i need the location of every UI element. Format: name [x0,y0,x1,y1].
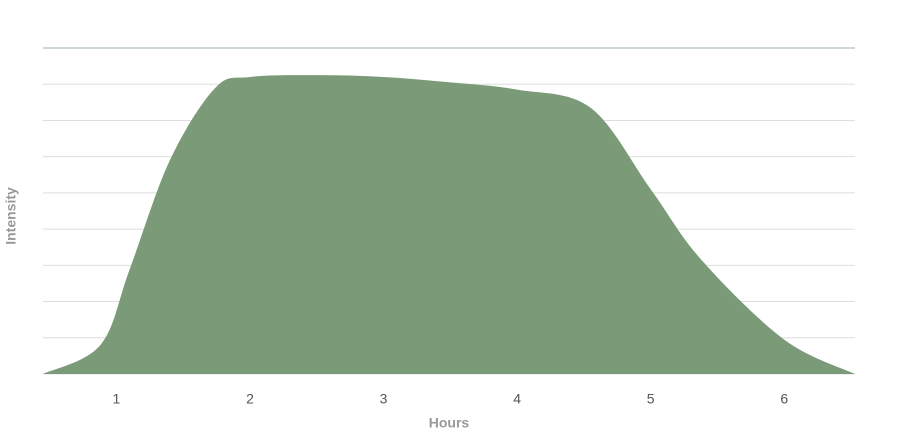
x-tick-label: 6 [780,391,788,407]
x-tick-label: 1 [113,391,121,407]
x-tick-label: 4 [513,391,521,407]
y-axis-title: Intensity [3,187,19,245]
x-tick-label: 2 [246,391,254,407]
x-axis-title: Hours [429,415,470,431]
x-tick-label: 3 [380,391,388,407]
x-tick-label: 5 [647,391,655,407]
area [43,75,855,374]
